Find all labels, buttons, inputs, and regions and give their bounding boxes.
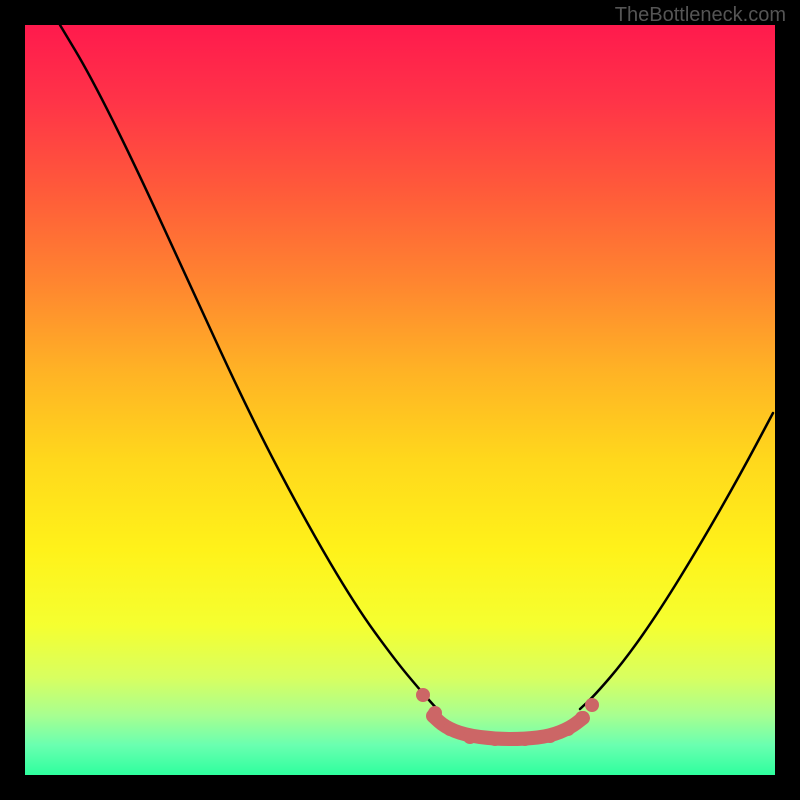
data-point — [518, 732, 532, 746]
chart-curves-layer — [25, 25, 775, 775]
chart-plot-area — [25, 25, 775, 775]
curve-right-branch — [580, 413, 773, 709]
watermark-text: TheBottleneck.com — [615, 4, 786, 27]
data-point — [575, 711, 589, 725]
data-point — [428, 706, 442, 720]
data-point — [463, 730, 477, 744]
curve-left-branch — [60, 25, 437, 709]
data-point — [416, 688, 430, 702]
data-point — [443, 722, 457, 736]
data-point — [543, 729, 557, 743]
data-point — [488, 732, 502, 746]
data-point — [561, 722, 575, 736]
data-point — [585, 698, 599, 712]
